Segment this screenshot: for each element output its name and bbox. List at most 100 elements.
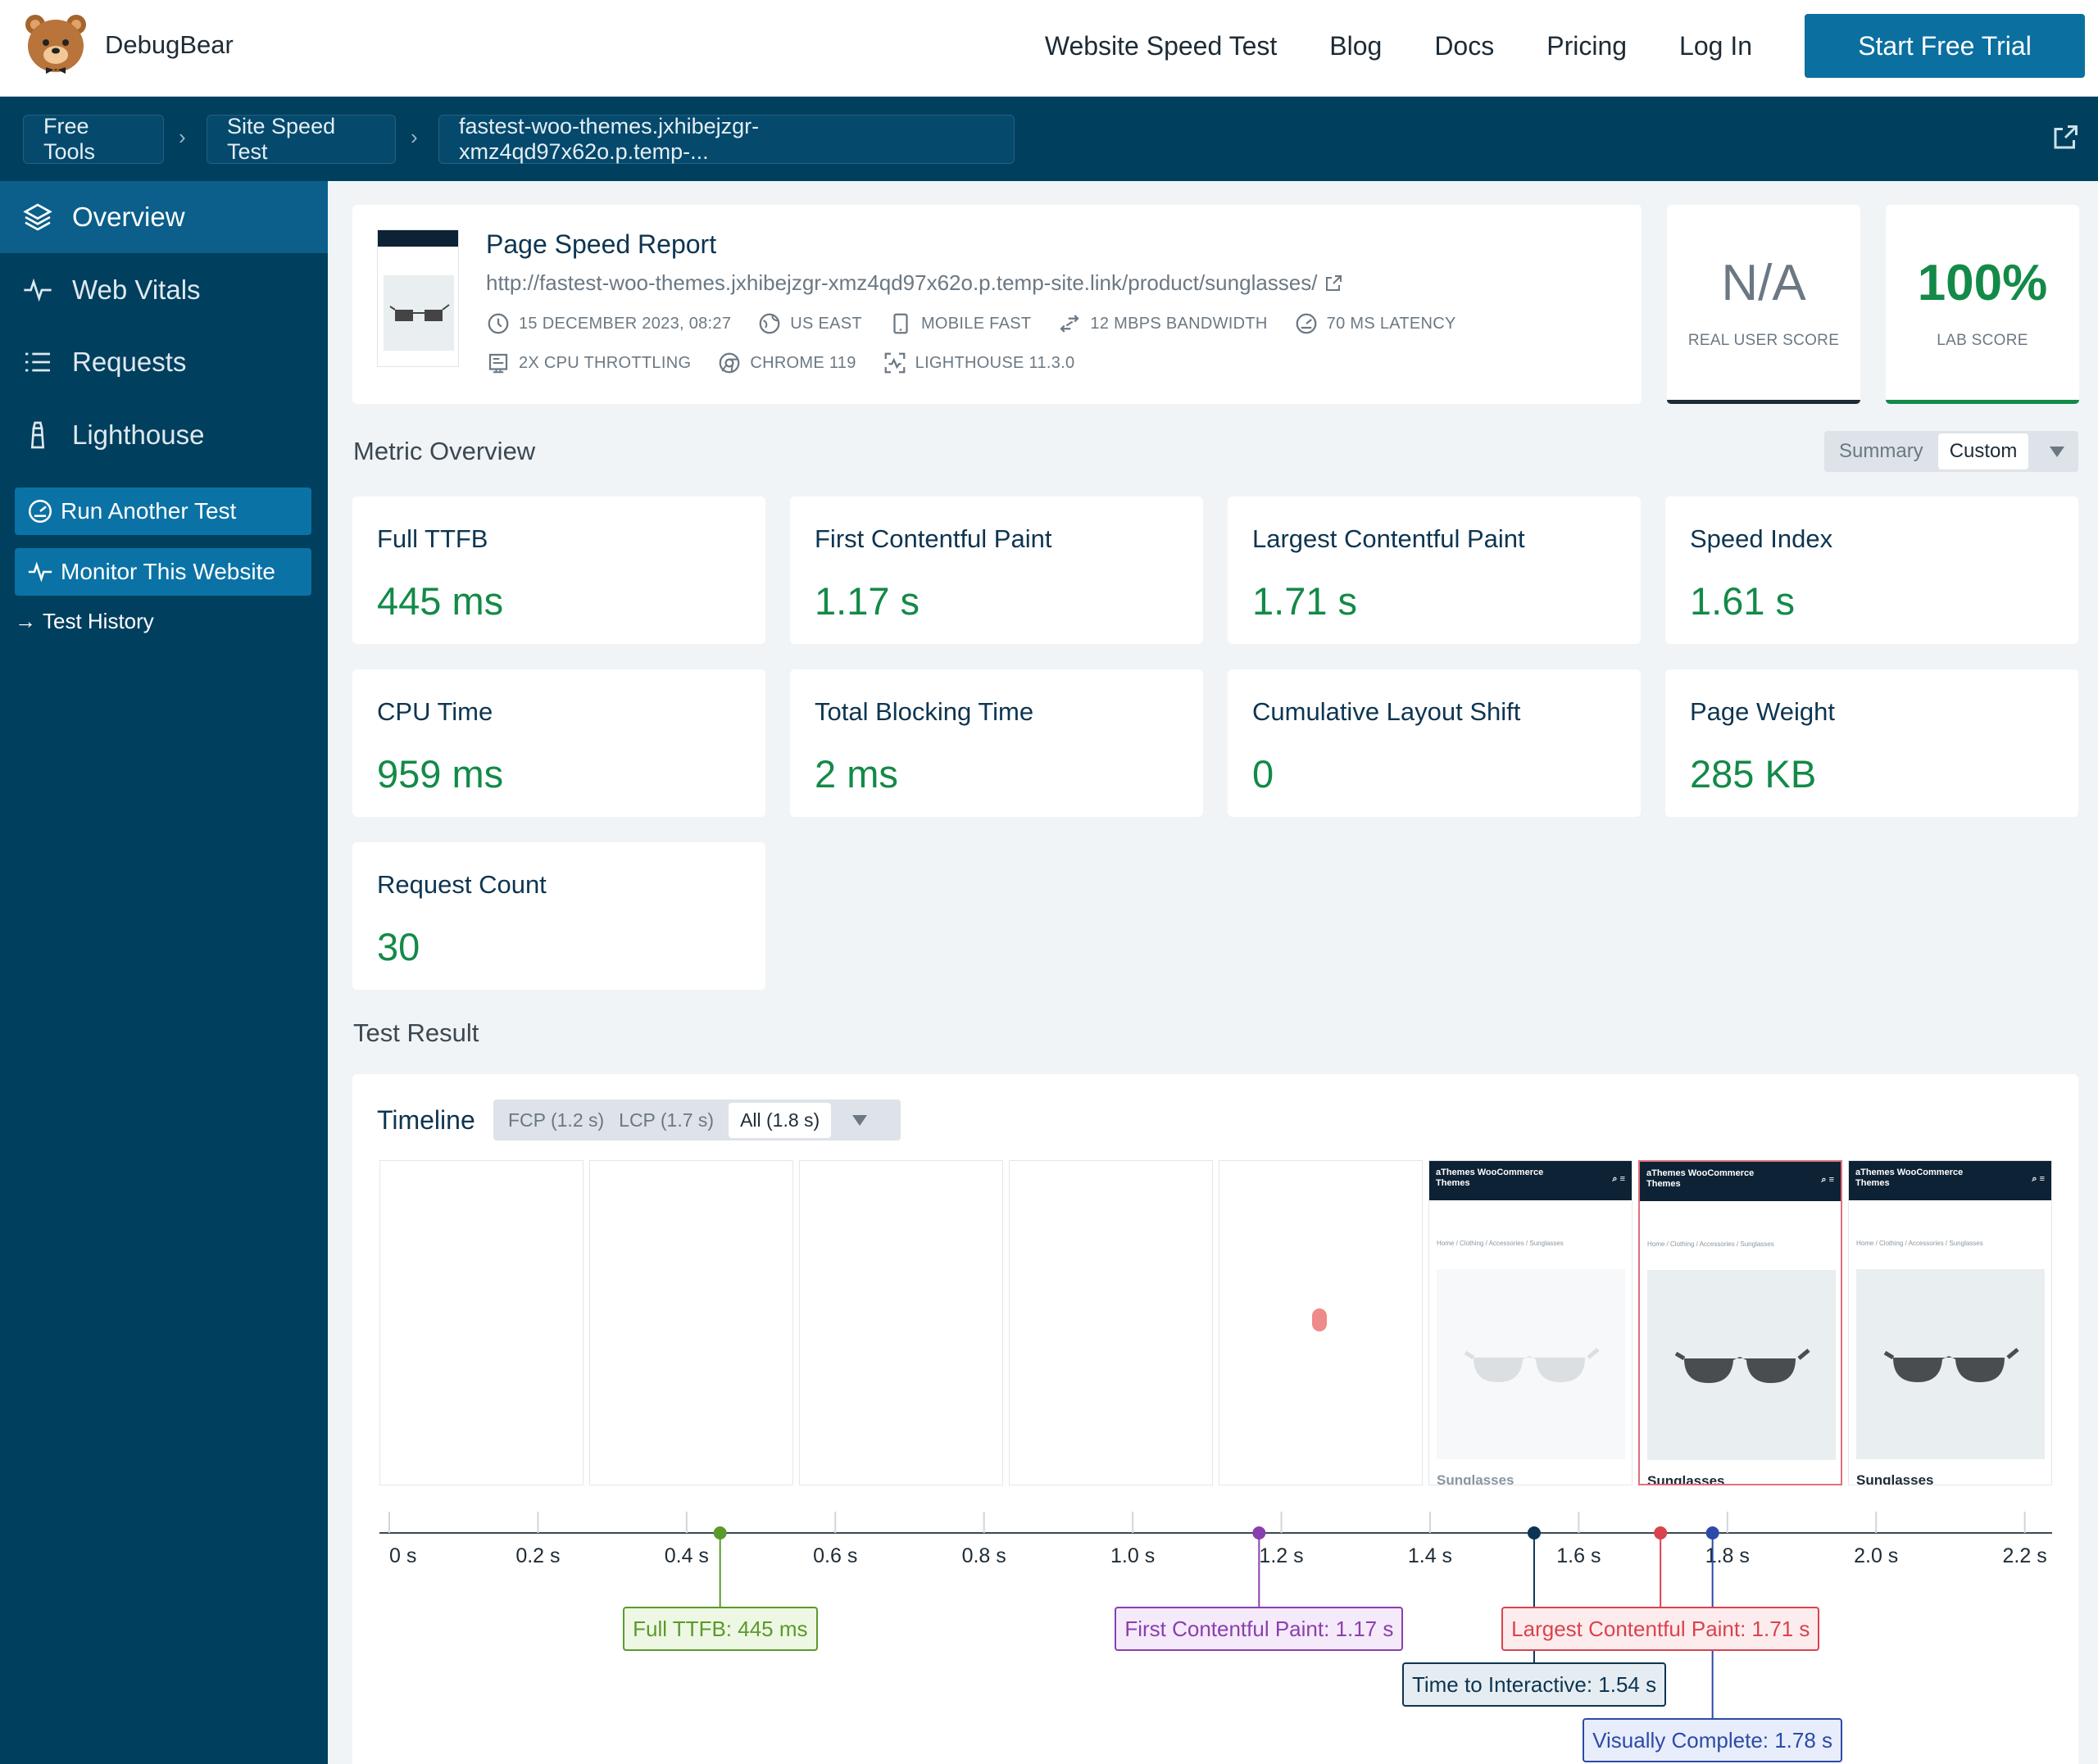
- metric-card-fcp[interactable]: First Contentful Paint 1.17 s: [790, 497, 1203, 644]
- frame-breadcrumb: Home / Clothing / Accessories / Sunglass…: [1437, 1240, 1564, 1247]
- clock-icon: [488, 313, 509, 334]
- start-free-trial-button[interactable]: Start Free Trial: [1805, 14, 2085, 78]
- nav-docs[interactable]: Docs: [1434, 30, 1495, 61]
- metric-card-page-weight[interactable]: Page Weight 285 KB: [1665, 669, 2078, 817]
- marker-dot[interactable]: [1527, 1526, 1541, 1540]
- metric-card-speed-index[interactable]: Speed Index 1.61 s: [1665, 497, 2078, 644]
- sunglasses-icon: [1883, 1348, 2019, 1382]
- test-history-link[interactable]: → Test History: [15, 609, 154, 634]
- real-user-score-value: N/A: [1721, 255, 1806, 311]
- metric-name: Largest Contentful Paint: [1252, 524, 1525, 553]
- metric-name: Total Blocking Time: [815, 697, 1034, 726]
- timeline-marker-label[interactable]: Largest Contentful Paint: 1.71 s: [1501, 1607, 1820, 1651]
- toggle-all[interactable]: All (1.8 s): [729, 1102, 832, 1138]
- filmstrip-frame[interactable]: aThemes WooCommerce Themes ⌕ ≡ Home / Clot…: [1848, 1160, 2052, 1485]
- timeline-marker-label[interactable]: Full TTFB: 445 ms: [623, 1607, 818, 1651]
- product-image: [1437, 1269, 1625, 1459]
- timeline-range-toggle[interactable]: FCP (1.2 s) LCP (1.7 s) All (1.8 s): [493, 1100, 901, 1140]
- sidebar-item-web-vitals[interactable]: Web Vitals: [0, 254, 328, 326]
- metric-view-toggle[interactable]: Summary Custom: [1824, 431, 2078, 472]
- meta-cpu: 2X CPU THROTTLING: [486, 351, 691, 375]
- test-result-title: Test Result: [353, 1018, 479, 1047]
- frame-header-text: aThemes WooCommerce Themes: [1855, 1168, 1964, 1188]
- globe-icon: [759, 313, 780, 334]
- meta-date: 15 DECEMBER 2023, 08:27: [486, 311, 731, 336]
- metric-value: 1.61 s: [1690, 579, 1796, 623]
- metric-card-lcp[interactable]: Largest Contentful Paint 1.71 s: [1228, 497, 1641, 644]
- external-link-icon[interactable]: [1324, 274, 1343, 293]
- metric-card-tbt[interactable]: Total Blocking Time 2 ms: [790, 669, 1203, 817]
- metric-card-full-ttfb[interactable]: Full TTFB 445 ms: [352, 497, 765, 644]
- sidebar: Overview Web Vitals Requests Lighthouse …: [0, 181, 328, 1764]
- chevron-down-icon[interactable]: [2050, 446, 2065, 457]
- marker-dot[interactable]: [1654, 1526, 1668, 1540]
- filmstrip-frame[interactable]: [1009, 1160, 1213, 1485]
- monitor-website-label: Monitor This Website: [61, 559, 275, 584]
- meta-bandwidth: 12 MBPS BANDWIDTH: [1057, 311, 1267, 336]
- filmstrip-frame[interactable]: [379, 1160, 584, 1485]
- sidebar-item-lighthouse[interactable]: Lighthouse: [0, 399, 328, 471]
- metric-name: Cumulative Layout Shift: [1252, 697, 1521, 726]
- mobile-icon: [893, 313, 908, 334]
- frame-header: aThemes WooCommerce Themes ⌕ ≡: [1640, 1162, 1841, 1201]
- real-user-score-label: REAL USER SCORE: [1687, 332, 1840, 349]
- nav-website-speed-test[interactable]: Website Speed Test: [1044, 30, 1278, 61]
- sidebar-item-label: Lighthouse: [72, 419, 205, 450]
- timeline-axis: 0 s 0.2 s 0.4 s 0.6 s 0.8 s 1.0 s 1.2 s 1.4 s 1.…: [379, 1512, 2052, 1718]
- toggle-custom[interactable]: Custom: [1937, 433, 2029, 469]
- chevron-down-icon[interactable]: [852, 1114, 868, 1126]
- external-link-icon[interactable]: [2050, 123, 2080, 152]
- metric-value: 1.17 s: [815, 579, 920, 623]
- filmstrip-frame[interactable]: aThemes WooCommerce Themes ⌕ ≡ Home / Clot…: [1428, 1160, 1633, 1485]
- metric-card-request-count[interactable]: Request Count 30: [352, 842, 765, 990]
- metric-name: Full TTFB: [377, 524, 488, 553]
- nav-pricing[interactable]: Pricing: [1546, 30, 1628, 61]
- timeline-marker-label[interactable]: Time to Interactive: 1.54 s: [1401, 1662, 1667, 1707]
- filmstrip-frame[interactable]: [799, 1160, 1003, 1485]
- filmstrip-frame[interactable]: aThemes WooCommerce Themes ⌕ ≡ Home / Clot…: [1638, 1160, 1842, 1485]
- nav-login[interactable]: Log In: [1679, 30, 1752, 61]
- sunglasses-icon: [389, 304, 450, 321]
- meta-text: 12 MBPS BANDWIDTH: [1090, 314, 1268, 333]
- timeline-marker-label[interactable]: First Contentful Paint: 1.17 s: [1115, 1607, 1404, 1651]
- sidebar-item-requests[interactable]: Requests: [0, 326, 328, 398]
- brand-logo[interactable]: DebugBear: [23, 10, 234, 80]
- toggle-lcp[interactable]: LCP (1.7 s): [619, 1109, 715, 1131]
- breadcrumb-site-speed-test[interactable]: Site Speed Test: [207, 114, 396, 164]
- lab-score-card[interactable]: 100% LAB SCORE: [1886, 205, 2079, 404]
- frame-header-text: aThemes WooCommerce Themes: [1436, 1168, 1544, 1188]
- axis-tick-label: 2.0 s: [1854, 1544, 1898, 1567]
- monitor-website-button[interactable]: Monitor This Website: [15, 548, 311, 596]
- metric-name: First Contentful Paint: [815, 524, 1052, 553]
- filmstrip-frame[interactable]: [589, 1160, 793, 1485]
- report-url[interactable]: http://fastest-woo-themes.jxhibejzgr-xmz…: [486, 270, 1343, 296]
- breadcrumb-current-url[interactable]: fastest-woo-themes.jxhibejzgr-xmz4qd97x6…: [438, 114, 1015, 164]
- test-environment-row: 2X CPU THROTTLING CHROME 119 LIGHTHOUSE …: [486, 351, 1101, 375]
- real-user-score-card[interactable]: N/A REAL USER SCORE: [1667, 205, 1860, 404]
- metric-name: Speed Index: [1690, 524, 1833, 553]
- page-thumbnail[interactable]: [377, 229, 459, 367]
- run-another-test-button[interactable]: Run Another Test: [15, 487, 311, 535]
- axis-tick-label: 2.2 s: [2003, 1544, 2047, 1567]
- sidebar-item-label: Requests: [72, 347, 187, 377]
- marker-dot[interactable]: [1252, 1526, 1266, 1540]
- lab-score-label: LAB SCORE: [1937, 332, 2028, 349]
- brand-name: DebugBear: [105, 30, 234, 59]
- metric-card-cls[interactable]: Cumulative Layout Shift 0: [1228, 669, 1641, 817]
- nav-blog[interactable]: Blog: [1329, 30, 1383, 61]
- metric-card-cpu-time[interactable]: CPU Time 959 ms: [352, 669, 765, 817]
- frame-breadcrumb: Home / Clothing / Accessories / Sunglass…: [1647, 1240, 1774, 1248]
- marker-dot[interactable]: [713, 1526, 727, 1540]
- gauge-icon: [28, 499, 52, 524]
- filmstrip-frame[interactable]: [1219, 1160, 1423, 1485]
- metric-name: CPU Time: [377, 697, 493, 726]
- marker-dot[interactable]: [1705, 1526, 1719, 1540]
- sidebar-item-overview[interactable]: Overview: [0, 181, 328, 253]
- list-icon: [25, 352, 50, 372]
- frame-product-title: Sunglasses: [1647, 1473, 1725, 1485]
- breadcrumb-free-tools[interactable]: Free Tools: [23, 114, 164, 164]
- toggle-fcp[interactable]: FCP (1.2 s): [508, 1109, 605, 1131]
- timeline-marker-label[interactable]: Visually Complete: 1.78 s: [1583, 1718, 1843, 1762]
- toggle-summary[interactable]: Summary: [1839, 440, 1923, 462]
- sidebar-item-label: Overview: [72, 202, 185, 232]
